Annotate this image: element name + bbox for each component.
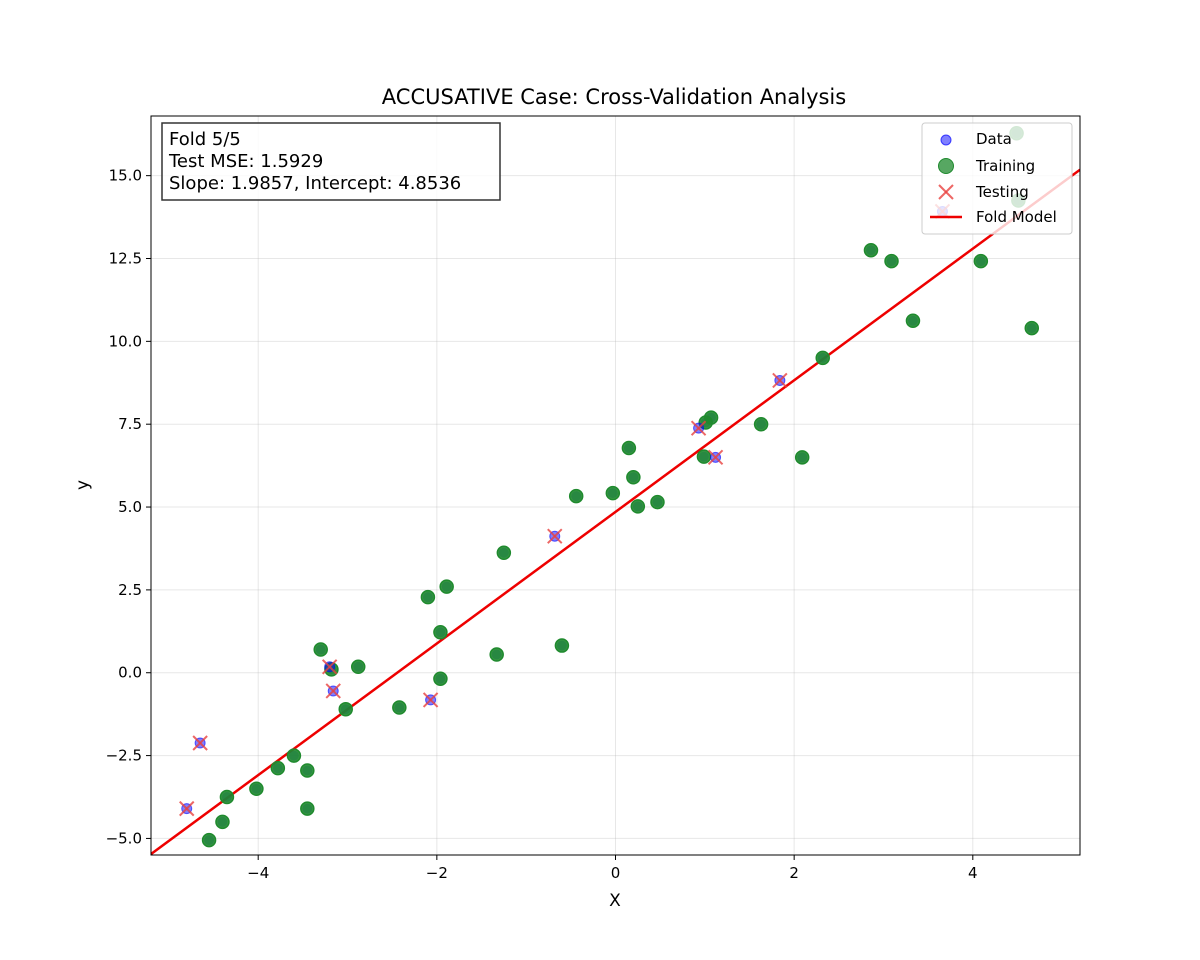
training-point — [215, 814, 230, 830]
testing-point-stroke — [192, 735, 208, 751]
training-point — [300, 763, 315, 778]
training-point — [201, 832, 217, 848]
testing-point — [772, 372, 788, 389]
fold-model-layer — [151, 168, 1080, 855]
x-axis-label: X — [609, 891, 621, 911]
fold-model-line — [151, 168, 1080, 855]
info-box: Fold 5/5 Test MSE: 1.5929 Slope: 1.9857,… — [161, 122, 501, 201]
training-point — [1024, 320, 1040, 336]
testing-point-stroke — [325, 683, 341, 699]
info-box-frame — [161, 122, 501, 201]
training-point — [815, 350, 830, 366]
training-point — [650, 494, 665, 510]
training-point — [568, 488, 584, 504]
training-point — [392, 700, 407, 715]
y-tick-label: 7.5 — [118, 415, 142, 433]
testing-point — [192, 735, 208, 751]
y-tick-label: 0.0 — [118, 664, 142, 682]
training-point — [703, 410, 719, 425]
legend: Data Training Testing Fold Model — [921, 122, 1073, 235]
testing-point — [707, 449, 724, 466]
y-tick-label: 2.5 — [118, 581, 142, 599]
training-point — [313, 642, 328, 657]
training-point — [973, 253, 989, 269]
training-point — [350, 659, 366, 675]
y-axis-label: y — [73, 480, 93, 490]
legend-training-marker — [938, 158, 954, 174]
y-tick-label: −5.0 — [106, 829, 142, 847]
testing-point-stroke — [690, 420, 707, 436]
testing-point — [325, 683, 341, 699]
training-point — [219, 789, 235, 805]
testing-point — [690, 420, 707, 436]
ticks: −4 −2 0 2 4 −5.0 −2.5 0.0 2.5 5.0 7.5 10.0 12.5 15.0 — [106, 167, 978, 882]
legend-training-label: Training — [975, 157, 1035, 175]
y-tick-label: −2.5 — [106, 747, 142, 765]
testing-point — [321, 659, 338, 675]
training-point — [696, 449, 712, 464]
testing-point-stroke — [179, 800, 195, 817]
legend-frame — [921, 122, 1073, 235]
legend-model-label: Fold Model — [976, 208, 1057, 226]
legend-testing-label: Testing — [975, 183, 1029, 201]
testing-point-stroke — [321, 659, 338, 675]
testing-point-stroke — [707, 449, 724, 466]
legend-data-marker — [940, 134, 952, 146]
training-point — [753, 416, 769, 432]
training-point — [905, 313, 921, 329]
points-layer — [179, 125, 1040, 848]
training-point — [794, 450, 810, 465]
info-mse: Test MSE: 1.5929 — [168, 151, 323, 172]
training-point — [630, 499, 646, 514]
testing-point — [547, 528, 563, 544]
y-tick-label: 5.0 — [118, 498, 142, 516]
info-fold: Fold 5/5 — [169, 129, 241, 150]
x-tick-label: 0 — [611, 864, 621, 882]
x-tick-label: −4 — [247, 864, 269, 882]
training-point — [863, 242, 879, 258]
training-point — [489, 647, 504, 662]
y-tick-label: 10.0 — [109, 332, 142, 350]
grid — [151, 116, 1080, 855]
testing-point-stroke — [422, 692, 439, 708]
testing-point — [422, 692, 439, 708]
training-point — [249, 781, 264, 796]
training-point — [621, 440, 637, 456]
x-tick-label: 2 — [789, 864, 799, 882]
testing-point — [179, 800, 195, 817]
x-tick-label: −2 — [426, 864, 448, 882]
training-point — [554, 638, 570, 653]
training-point — [439, 579, 454, 594]
y-tick-label: 15.0 — [109, 167, 142, 185]
training-point — [884, 253, 899, 269]
training-point — [300, 801, 315, 816]
training-point — [286, 748, 302, 763]
info-params: Slope: 1.9857, Intercept: 4.8536 — [169, 173, 461, 194]
legend-data-label: Data — [976, 130, 1012, 148]
training-point — [433, 671, 448, 686]
legend-testing-marker — [938, 184, 954, 200]
training-point — [496, 545, 512, 561]
training-point — [433, 625, 448, 640]
training-point — [605, 485, 621, 501]
testing-point-stroke — [547, 528, 563, 544]
training-point — [270, 760, 286, 776]
training-point — [626, 469, 641, 485]
training-point — [420, 589, 436, 605]
y-tick-label: 12.5 — [109, 249, 142, 267]
testing-point-stroke — [772, 372, 788, 389]
chart-title: ACCUSATIVE Case: Cross-Validation Analys… — [382, 85, 846, 109]
training-point — [338, 701, 353, 717]
x-tick-label: 4 — [968, 864, 978, 882]
